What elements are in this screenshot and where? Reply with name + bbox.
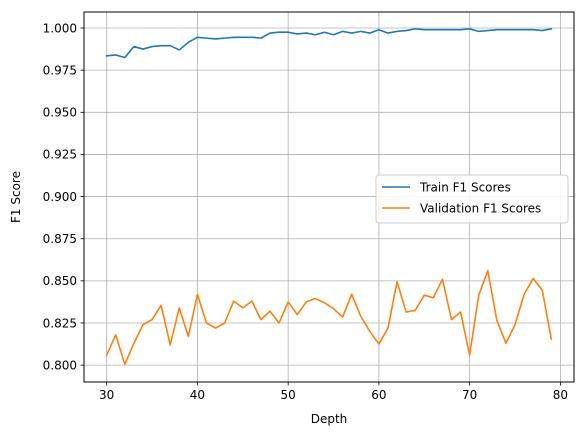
y-tick-label: 0.850 bbox=[43, 274, 77, 288]
y-tick-label: 0.900 bbox=[43, 190, 77, 204]
legend: Train F1 Scores Validation F1 Scores bbox=[375, 174, 569, 224]
x-tick-label: 60 bbox=[371, 388, 386, 402]
x-tick-label: 30 bbox=[99, 388, 114, 402]
legend-label: Validation F1 Scores bbox=[420, 201, 541, 215]
y-axis-label: F1 Score bbox=[9, 171, 23, 223]
y-tick-label: 0.825 bbox=[43, 316, 77, 330]
x-tick-label: 40 bbox=[190, 388, 205, 402]
y-tick-label: 0.975 bbox=[43, 63, 77, 77]
series-line-validation bbox=[105, 269, 553, 366]
ticks: 30 40 50 60 70 80 0.800 0.825 0.850 0.875 0.900 0.9… bbox=[43, 21, 568, 402]
x-tick-label: 50 bbox=[281, 388, 296, 402]
legend-label: Train F1 Scores bbox=[419, 180, 511, 194]
legend-box bbox=[375, 174, 569, 224]
series-layer bbox=[105, 27, 553, 366]
y-tick-label: 0.925 bbox=[43, 148, 77, 162]
x-axis-label: Depth bbox=[311, 412, 348, 426]
x-tick-label: 70 bbox=[462, 388, 477, 402]
x-tick-label: 80 bbox=[553, 388, 568, 402]
y-tick-label: 0.875 bbox=[43, 232, 77, 246]
y-tick-label: 1.000 bbox=[43, 21, 77, 35]
y-tick-label: 0.800 bbox=[43, 358, 77, 372]
plot-frame bbox=[83, 11, 575, 383]
series-line-train bbox=[105, 27, 553, 59]
y-tick-label: 0.950 bbox=[43, 106, 77, 120]
